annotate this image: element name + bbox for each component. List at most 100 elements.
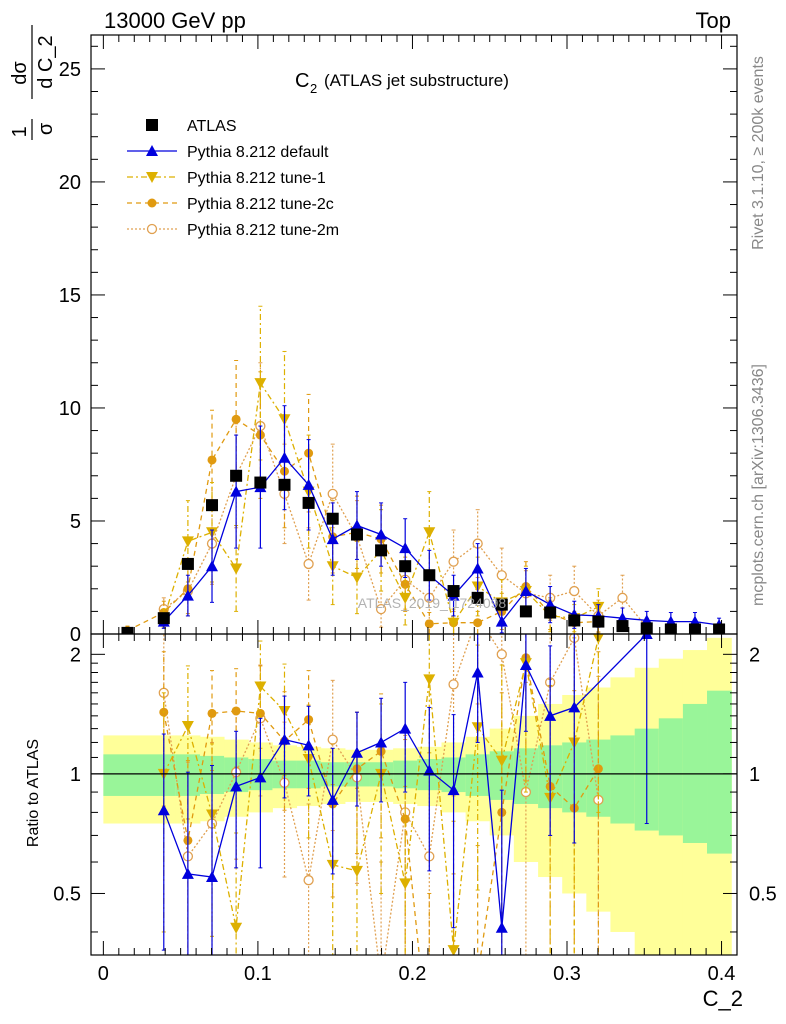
- main-point-default: [278, 452, 290, 463]
- main-y-tick-label: 10: [59, 398, 81, 420]
- ratio-y-tick-label-right: 2: [749, 644, 760, 666]
- main-point-tune1: [351, 572, 363, 583]
- legend-label-atlas: ATLAS: [187, 118, 237, 135]
- legend-label-tune2c: Pythia 8.212 tune-2c: [187, 196, 334, 213]
- ratio-y-tick-label: 2: [70, 644, 81, 666]
- legend-marker-tune2m: [148, 225, 157, 234]
- main-point-default: [206, 560, 218, 571]
- main-point-tune2m: [497, 571, 506, 580]
- main-point-atlas: [423, 569, 435, 581]
- main-point-atlas: [520, 605, 532, 617]
- ratio-point-tune2m: [328, 735, 337, 744]
- ylabel-frac-1: 1: [9, 126, 31, 137]
- legend-label-default: Pythia 8.212 default: [187, 144, 329, 161]
- ratio-point-default: [472, 666, 484, 677]
- main-y-tick-label: 5: [70, 511, 81, 533]
- main-point-tune1: [254, 378, 266, 389]
- ratio-point-tune2m: [497, 650, 506, 659]
- rivet-version-label: Rivet 3.1.10, ≥ 200k events: [750, 56, 767, 250]
- ratio-point-default: [375, 736, 387, 747]
- legend-item-tune2m: Pythia 8.212 tune-2m: [127, 222, 339, 239]
- ratio-point-tune2m: [304, 876, 313, 885]
- ratio-y-tick-label: 0.5: [53, 883, 81, 905]
- main-point-tune1: [182, 536, 194, 547]
- ratio-y-axis-label: Ratio to ATLAS: [25, 739, 42, 847]
- ratio-point-tune2c: [449, 1002, 458, 1011]
- x-tick-label: 0: [98, 963, 109, 985]
- ylabel-dC2: d C_2: [35, 35, 57, 88]
- legend-item-tune2c: Pythia 8.212 tune-2c: [127, 196, 334, 213]
- main-point-atlas: [641, 622, 653, 634]
- main-y-tick-label: 20: [59, 172, 81, 194]
- main-point-tune2c: [425, 619, 434, 628]
- ratio-point-tune1: [399, 878, 411, 889]
- chart-title-rest: (ATLAS jet substructure): [324, 71, 509, 90]
- main-point-atlas: [182, 558, 194, 570]
- main-point-tune2m: [328, 489, 337, 498]
- legend: ATLAS Pythia 8.212 default Pythia 8.212 tu…: [127, 118, 339, 239]
- main-point-atlas: [206, 499, 218, 511]
- main-point-tune2m: [304, 559, 313, 568]
- main-point-atlas: [303, 497, 315, 509]
- main-point-default: [399, 542, 411, 553]
- main-point-atlas: [544, 607, 556, 619]
- ratio-point-tune2m: [449, 680, 458, 689]
- ratio-point-tune2c: [232, 706, 241, 715]
- ratio-point-default: [399, 723, 411, 734]
- legend-label-tune1: Pythia 8.212 tune-1: [187, 170, 326, 187]
- ratio-y-tick-label-right: 1: [749, 764, 760, 786]
- main-y-tick-label: 15: [59, 285, 81, 307]
- main-point-atlas: [592, 616, 604, 628]
- x-tick-label: 0.2: [399, 963, 427, 985]
- main-y-axis-label: 1 dσ σ d C_2: [9, 25, 57, 140]
- main-point-tune1: [423, 527, 435, 538]
- x-tick-label: 0.4: [708, 963, 736, 985]
- legend-item-tune1: Pythia 8.212 tune-1: [127, 170, 326, 187]
- ratio-point-default: [496, 922, 508, 933]
- chart-title: C 2 (ATLAS jet substructure): [295, 70, 509, 96]
- main-point-atlas: [568, 614, 580, 626]
- main-point-tune2c: [232, 415, 241, 424]
- legend-item-atlas: ATLAS: [146, 118, 237, 135]
- legend-item-default: Pythia 8.212 default: [127, 144, 329, 161]
- main-point-tune2c: [208, 455, 217, 464]
- main-point-atlas: [351, 529, 363, 541]
- ratio-inner-band: [610, 735, 635, 823]
- main-y-axis-label-text: 1 dσ: [9, 61, 31, 138]
- chart-figure: 13000 GeV pp Top Rivet 3.1.10, ≥ 200k ev…: [0, 0, 786, 1024]
- ratio-y-tick-label: 1: [70, 764, 81, 786]
- main-point-atlas: [278, 479, 290, 491]
- ylabel-sigma: σ: [35, 122, 57, 135]
- legend-label-tune2m: Pythia 8.212 tune-2m: [187, 222, 339, 239]
- ratio-point-tune1: [230, 923, 242, 934]
- analysis-watermark: ATLAS_2019_I1724098: [358, 595, 507, 611]
- x-tick-label: 0.3: [553, 963, 581, 985]
- mcplots-credit-label: mcplots.cern.ch [arXiv:1306.3436]: [750, 364, 767, 606]
- ratio-inner-band: [707, 691, 732, 854]
- main-series-tune1: [158, 306, 605, 634]
- header-right-label: Top: [696, 8, 731, 33]
- ylabel-frac-dsigma: dσ: [9, 61, 31, 85]
- header-left-label: 13000 GeV pp: [104, 8, 246, 33]
- legend-marker-atlas: [146, 119, 158, 131]
- main-point-default: [327, 533, 339, 544]
- main-point-default: [472, 562, 484, 573]
- main-point-atlas: [616, 620, 628, 632]
- main-point-atlas: [254, 477, 266, 489]
- ratio-point-default: [182, 868, 194, 879]
- main-y-tick-label: 0: [70, 624, 81, 646]
- main-point-default: [375, 529, 387, 540]
- ratio-point-tune2c: [208, 709, 217, 718]
- chart-title-subscript: 2: [310, 81, 317, 96]
- ratio-point-tune1: [351, 866, 363, 877]
- main-point-tune2c: [473, 618, 482, 627]
- x-axis-label: C_2: [703, 986, 743, 1011]
- main-point-atlas: [230, 470, 242, 482]
- main-point-atlas: [121, 627, 133, 639]
- ratio-y-tick-label-right: 0.5: [749, 883, 777, 905]
- main-point-atlas: [375, 544, 387, 556]
- main-y-tick-label: 25: [59, 59, 81, 81]
- main-panel: 0 5 10 15 20 25: [59, 35, 737, 646]
- main-point-atlas: [327, 513, 339, 525]
- ratio-inner-band: [659, 718, 684, 835]
